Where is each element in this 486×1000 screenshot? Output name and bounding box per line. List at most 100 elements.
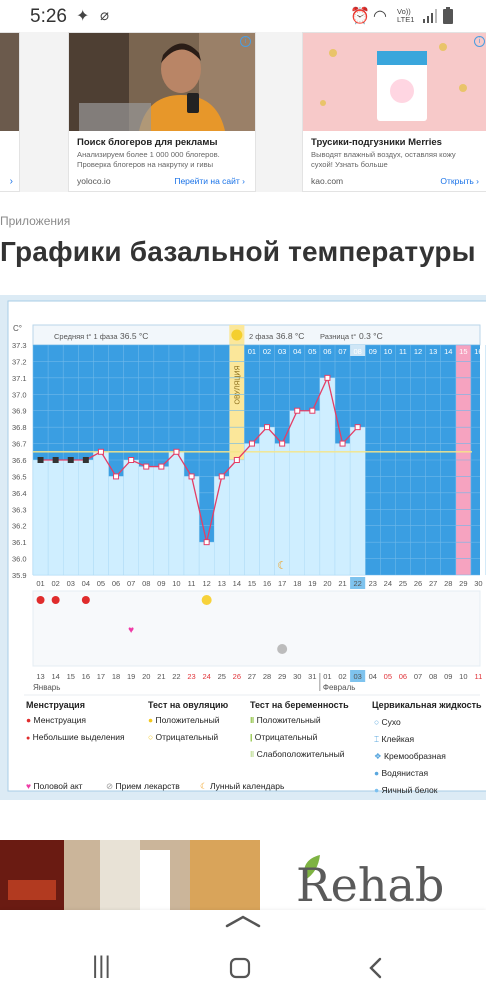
promo-brand: Rehab	[296, 858, 445, 910]
chevron-up-icon[interactable]	[225, 914, 261, 928]
ad-image	[69, 33, 255, 131]
faint-bar-icon: ‖	[250, 749, 255, 759]
back-button[interactable]	[368, 957, 384, 979]
phase2-label: 2 фаза	[249, 332, 274, 341]
nav-bar	[0, 910, 486, 1000]
cycle-day-label: 11	[188, 579, 196, 588]
y-tick-label: 36.5	[12, 472, 27, 481]
temperature-bar	[349, 426, 366, 576]
breadcrumb[interactable]: Приложения	[0, 214, 71, 228]
temperature-point	[309, 407, 316, 414]
temperature-bar	[259, 426, 275, 576]
temperature-point	[82, 457, 89, 463]
ad-cta-link[interactable]: Перейти на сайт ›	[174, 176, 245, 186]
legend-spotting-item: ● Небольшие выделения	[26, 732, 125, 742]
status-time: 5:26	[30, 6, 67, 27]
ad-description: Выводят влажный воздух, оставляя кожу сух…	[311, 150, 456, 169]
y-tick-label: 36.1	[12, 538, 27, 547]
cloud-link-icon: ⌀	[100, 7, 110, 24]
ad-carousel[interactable]: › i Поиск блогеров для рекламы Анализиру…	[0, 32, 486, 192]
ad-title[interactable]: Трусики-подгузники Merries	[311, 137, 442, 148]
bbt-chart: ОВУЛЯЦИЯ 37.3 37.2 37.1 37.0 36.9 36.8 36.7 36.6…	[0, 295, 486, 800]
date-label: 21	[157, 672, 165, 681]
highlight-day-bg	[350, 577, 366, 589]
temperature-point	[128, 457, 135, 463]
cycle-day-label: 25	[399, 579, 407, 588]
y-tick-label: 37.2	[12, 357, 27, 366]
temperature-bar	[213, 476, 230, 576]
ovulation-test-positive-icon	[201, 595, 212, 605]
top-day-label: 12	[414, 347, 422, 356]
legend-pregtest-title: Тест на беременность	[250, 700, 349, 710]
promo-banner[interactable]: Rehab	[0, 840, 486, 910]
single-bar-icon: |	[250, 732, 253, 742]
legend-cervical-sticky: ⌶ Клейкая	[374, 734, 415, 744]
small-drop-icon: ●	[26, 735, 31, 742]
date-label: 15	[67, 672, 75, 681]
home-button[interactable]	[229, 957, 251, 979]
highlight-date-bg	[350, 670, 366, 682]
ad-card-partial[interactable]: ›	[0, 32, 20, 192]
month-jan-label: Январь	[33, 683, 60, 692]
top-day-label: 06	[323, 347, 331, 356]
ad-card-yoloco[interactable]: i Поиск блогеров для рекламы Анализируем…	[68, 32, 256, 192]
double-bar-icon: ‖	[250, 715, 255, 725]
ad-title[interactable]: Поиск блогеров для рекламы	[77, 137, 218, 148]
ad-image	[303, 33, 486, 131]
temperature-point	[37, 457, 44, 463]
temperature-point	[339, 440, 346, 447]
legend-menstruation-item: ● Менструация	[26, 715, 86, 725]
temperature-point	[279, 440, 286, 447]
cycle-day-label: 18	[293, 579, 301, 588]
ad-info-icon[interactable]: i	[474, 36, 485, 47]
cycle-day-label: 03	[67, 579, 75, 588]
cycle-day-label: 15	[248, 579, 256, 588]
cycle-day-label: 08	[142, 579, 150, 588]
temperature-bar	[198, 541, 215, 576]
ad-card-merries[interactable]: i Трусики-подгузники Merries Выводят вла…	[302, 32, 486, 192]
y-tick-label: 36.3	[12, 505, 27, 514]
alarm-icon: ⏰	[350, 8, 370, 25]
date-label: 04	[369, 672, 377, 681]
date-label: 23	[187, 672, 195, 681]
cycle-day-label: 21	[338, 579, 346, 588]
y-tick-label: 37.0	[12, 390, 27, 399]
y-unit-label: C°	[13, 324, 22, 333]
legend-menstruation-title: Менструация	[26, 700, 85, 710]
events-area	[32, 590, 481, 667]
top-day-label: 03	[278, 347, 286, 356]
temperature-bar	[47, 459, 64, 576]
phase1-value: 36.5 °C	[120, 331, 148, 341]
pill-icon: ⊘	[106, 781, 114, 791]
recent-apps-button[interactable]: |||	[92, 952, 111, 979]
date-label: 16	[82, 672, 90, 681]
date-label: 27	[248, 672, 256, 681]
cycle-day-label: 10	[172, 579, 180, 588]
cycle-day-label: 12	[202, 579, 210, 588]
temperature-bar	[334, 443, 351, 576]
chevron-right-icon[interactable]: ›	[9, 176, 13, 187]
ad-info-icon[interactable]: i	[240, 36, 251, 47]
date-label: 26	[233, 672, 241, 681]
legend-cervical-dry: ○ Сухо	[374, 717, 401, 727]
date-label: 30	[293, 672, 301, 681]
cycle-day-label: 09	[157, 579, 165, 588]
temperature-bar	[138, 466, 154, 576]
legend-pregtest-positive: ‖ Положительный	[250, 715, 321, 725]
creamy-icon: ❖	[374, 751, 382, 761]
star-icon: ✦	[76, 8, 90, 25]
date-label: 05	[384, 672, 392, 681]
temperature-bar	[63, 459, 79, 576]
date-label: 09	[444, 672, 452, 681]
date-label: 14	[51, 672, 59, 681]
y-tick-label: 36.6	[12, 456, 27, 465]
ovulation-sun-icon	[231, 329, 243, 341]
cycle-day-label: 20	[323, 579, 331, 588]
ad-domain: kao.com	[311, 176, 344, 186]
ad-cta-link[interactable]: Открыть ›	[440, 176, 479, 186]
legend-intercourse: ♥ Половой акт	[26, 781, 83, 791]
top-day-label: 05	[308, 347, 316, 356]
y-tick-label: 36.0	[12, 555, 27, 564]
top-day-label: 08	[353, 347, 361, 356]
temperature-bar	[168, 451, 185, 576]
